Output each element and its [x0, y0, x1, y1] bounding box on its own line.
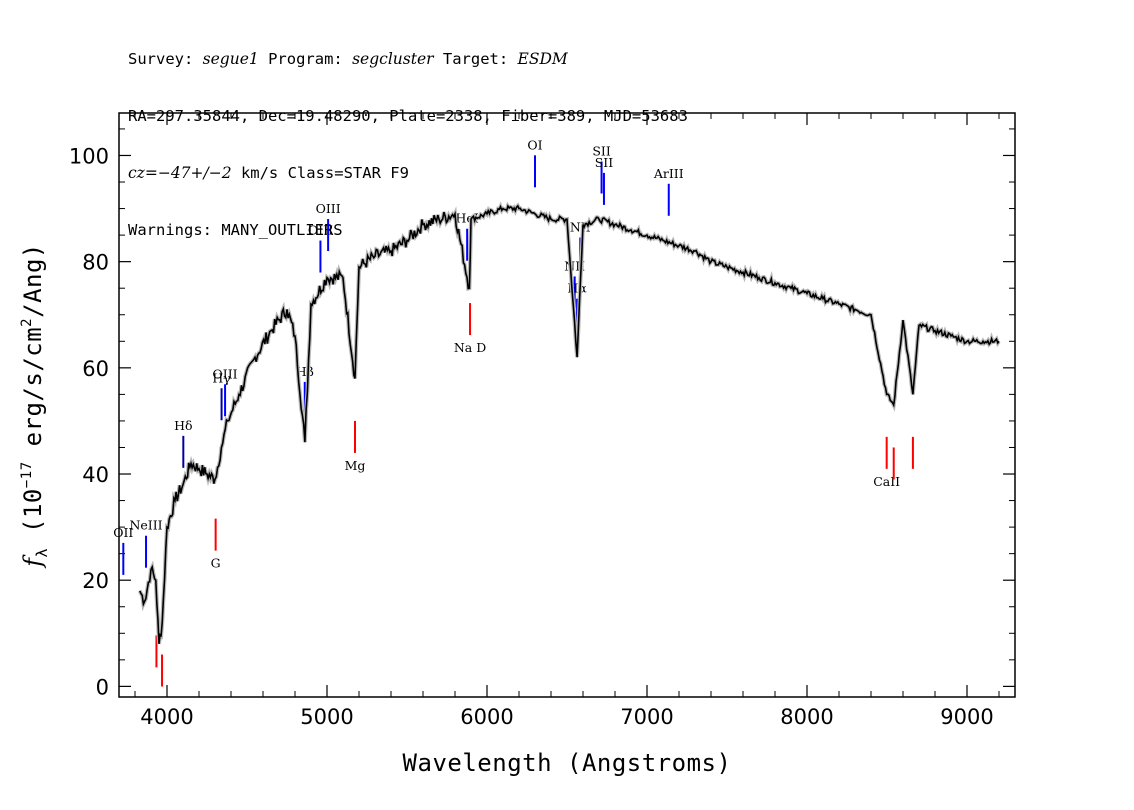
survey-value: segue1: [202, 50, 259, 68]
absorption-line-label: Na D: [454, 340, 486, 355]
emission-line-label: Hγ: [212, 370, 230, 385]
plot-frame: [118, 112, 1016, 698]
survey-label: Survey:: [128, 50, 194, 68]
program-value: segcluster: [352, 50, 434, 68]
x-tick-label: 5000: [300, 705, 353, 729]
y-tick-label: 0: [96, 675, 109, 699]
target-value: ESDM: [517, 50, 568, 68]
cz-unit-class: km/s Class=STAR F9: [231, 164, 409, 182]
emission-line-label: SII: [592, 143, 611, 158]
y-tick-label: 100: [69, 144, 109, 168]
header-line-redshift: cz=−47+/−2 km/s Class=STAR F9: [128, 164, 688, 183]
y-tick-label: 20: [82, 569, 109, 593]
x-tick-label: 9000: [940, 705, 993, 729]
program-label: Program:: [268, 50, 343, 68]
chart-header: Survey: segue1 Program: segcluster Targe…: [128, 12, 688, 259]
spectrum-line: [139, 204, 1000, 644]
y-tick-label: 60: [82, 357, 109, 381]
spectrum-series: [137, 201, 1001, 645]
spectrum-error-band: [137, 201, 1001, 645]
x-tick-label: 8000: [780, 705, 833, 729]
emission-line-label: NeIII: [129, 518, 162, 533]
y-tick-label: 40: [82, 463, 109, 487]
header-line-coords: RA=297.35844, Dec=19.48290, Plate=2338, …: [128, 107, 688, 125]
axis-ticks: 4000 5000 6000 7000 8000 9000 0 20 40 60 80 100: [69, 113, 1015, 729]
x-tick-label: 7000: [620, 705, 673, 729]
absorption-line-label: Mg: [345, 458, 366, 473]
emission-line-label: OIII: [213, 366, 238, 381]
y-axis-title: fλ (10−17 erg/s/cm2/Ang): [19, 243, 51, 569]
emission-line-label: OI: [527, 137, 542, 152]
target-label: Target:: [442, 50, 509, 68]
emission-line-label: OIII: [316, 201, 341, 216]
header-line-warnings: Warnings: MANY_OUTLIERS: [128, 221, 343, 239]
x-tick-label: 6000: [460, 705, 513, 729]
cz-value: cz=−47+/−2: [128, 164, 232, 182]
header-line-survey: Survey: segue1 Program: segcluster Targe…: [128, 50, 688, 69]
x-tick-label: 4000: [140, 705, 193, 729]
y-tick-label: 80: [82, 251, 109, 275]
x-axis-title: Wavelength (Angstroms): [403, 749, 732, 777]
emission-line-label: SII: [595, 155, 614, 170]
absorption-line-label: CaII: [873, 474, 900, 489]
emission-line-label: ArIII: [653, 166, 684, 181]
emission-line-label: Hδ: [174, 418, 192, 433]
emission-line-label: OIII: [308, 223, 333, 238]
absorption-line-label: G: [211, 556, 221, 571]
emission-line-label: OII: [113, 525, 133, 540]
